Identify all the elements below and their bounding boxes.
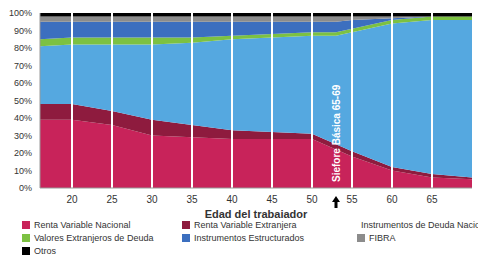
svg-text:40%: 40% — [14, 113, 32, 123]
svg-text:0%: 0% — [19, 183, 32, 193]
svg-text:80%: 80% — [14, 43, 32, 53]
svg-text:Siefore Básica 65-69: Siefore Básica 65-69 — [331, 84, 342, 182]
svg-text:55: 55 — [346, 194, 358, 205]
html-text:Instrumentos Estructurados: Instrumentos Estructurados — [194, 233, 305, 243]
html-text:Renta Variable Extranjera: Renta Variable Extranjera — [194, 220, 297, 230]
svg-text:60%: 60% — [14, 78, 32, 88]
svg-text:25: 25 — [106, 194, 118, 205]
svg-text:20: 20 — [66, 194, 78, 205]
html-text:Otros: Otros — [34, 246, 56, 256]
svg-text:70%: 70% — [14, 61, 32, 71]
svg-text:35: 35 — [186, 194, 198, 205]
svg-text:30: 30 — [146, 194, 158, 205]
svg-text:45: 45 — [266, 194, 278, 205]
svg-text:40: 40 — [226, 194, 238, 205]
svg-text:60: 60 — [386, 194, 398, 205]
html-text:Renta Variable Nacional: Renta Variable Nacional — [34, 220, 131, 230]
svg-text:50%: 50% — [14, 96, 32, 106]
html-text:FIBRA: FIBRA — [369, 233, 396, 243]
svg-text:30%: 30% — [14, 131, 32, 141]
svg-text:Edad del trabajador: Edad del trabajador — [205, 208, 308, 218]
svg-text:20%: 20% — [14, 148, 32, 158]
svg-text:65: 65 — [426, 194, 438, 205]
svg-text:90%: 90% — [14, 26, 32, 36]
html-text:Valores Extranjeros de Deuda: Valores Extranjeros de Deuda — [34, 233, 154, 243]
svg-text:100%: 100% — [9, 8, 32, 18]
svg-text:10%: 10% — [14, 166, 32, 176]
svg-text:50: 50 — [306, 194, 318, 205]
